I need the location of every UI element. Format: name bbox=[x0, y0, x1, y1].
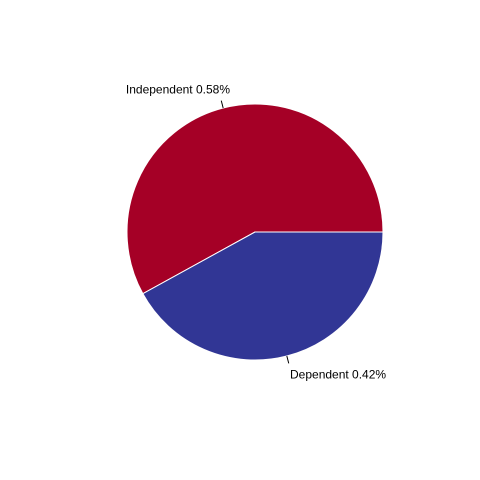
leader-line-dependent bbox=[286, 355, 290, 364]
pie-slices bbox=[126, 103, 384, 361]
leader-line-independent bbox=[220, 100, 224, 109]
slice-label-dependent: Dependent 0.42% bbox=[290, 367, 386, 381]
slice-label-independent: Independent 0.58% bbox=[126, 83, 230, 97]
label-leader-lines bbox=[220, 100, 290, 364]
pie-slice-dependent bbox=[142, 231, 384, 361]
slice-labels: Independent 0.58% Dependent 0.42% bbox=[126, 83, 387, 382]
